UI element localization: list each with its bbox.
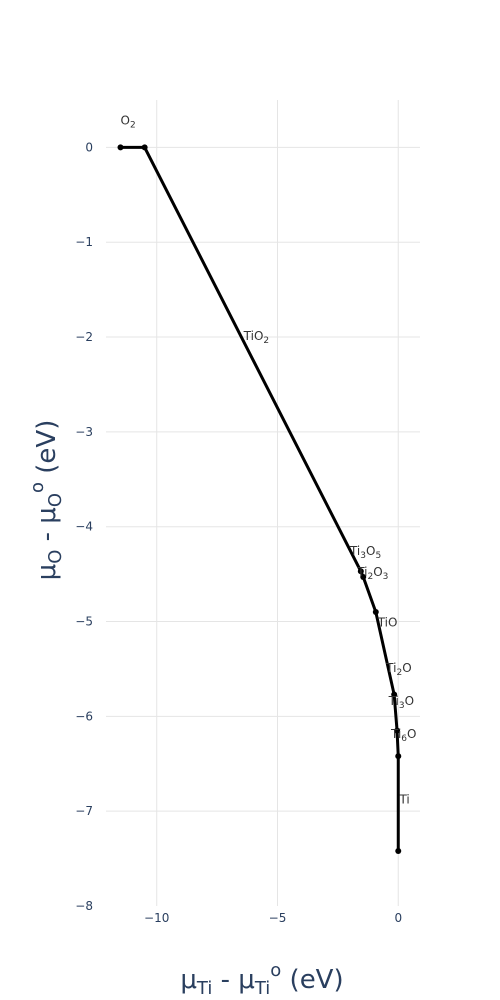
boundary-vertex (372, 609, 379, 616)
y-axis-title: μO - μOo (eV) (27, 420, 66, 581)
boundary-vertex (360, 573, 367, 580)
boundary-vertex (141, 144, 148, 151)
phase-label: Ti2O (385, 661, 411, 678)
y-tick-label: −1 (75, 235, 93, 249)
y-axis-ticks: 0 −1 −2 −3 −4 −5 −6 −7 −8 (75, 140, 93, 913)
y-tick-label: −4 (75, 520, 93, 534)
y-tick-label: −8 (75, 899, 93, 913)
x-axis-title: μTi - μTio (eV) (180, 960, 343, 999)
phase-label: Ti3O (388, 694, 414, 711)
boundary-vertex (357, 568, 364, 575)
boundary-vertex (395, 753, 402, 760)
x-tick-label: −5 (269, 911, 287, 925)
y-tick-label: −2 (75, 330, 93, 344)
grid-lines (106, 100, 420, 906)
boundary-vertex (395, 848, 402, 855)
phase-label: TiO2 (243, 329, 269, 346)
boundary-line (120, 145, 400, 852)
x-axis-ticks: −10 −5 0 (144, 911, 402, 925)
phase-labels: O2 TiO2 Ti3O5 Ti2O3 TiO Ti2O Ti3O Ti6O Ti (120, 114, 416, 807)
y-tick-label: −3 (75, 425, 93, 439)
phase-label: Ti (398, 793, 409, 807)
phase-label: Ti3O5 (349, 544, 381, 561)
x-tick-label: −10 (144, 911, 169, 925)
boundary-vertex (117, 144, 124, 151)
boundary-vertex (391, 691, 398, 698)
y-tick-label: 0 (85, 140, 93, 154)
y-tick-label: −5 (75, 615, 93, 629)
phase-label: O2 (120, 114, 135, 131)
x-tick-label: 0 (394, 911, 402, 925)
phase-label: Ti6O (390, 727, 416, 744)
y-tick-label: −7 (75, 804, 93, 818)
boundary-vertex (394, 727, 401, 734)
phase-label: Ti2O3 (356, 565, 388, 582)
phase-label: TiO (377, 615, 398, 629)
stability-boundary (117, 144, 402, 855)
y-tick-label: −6 (75, 709, 93, 723)
